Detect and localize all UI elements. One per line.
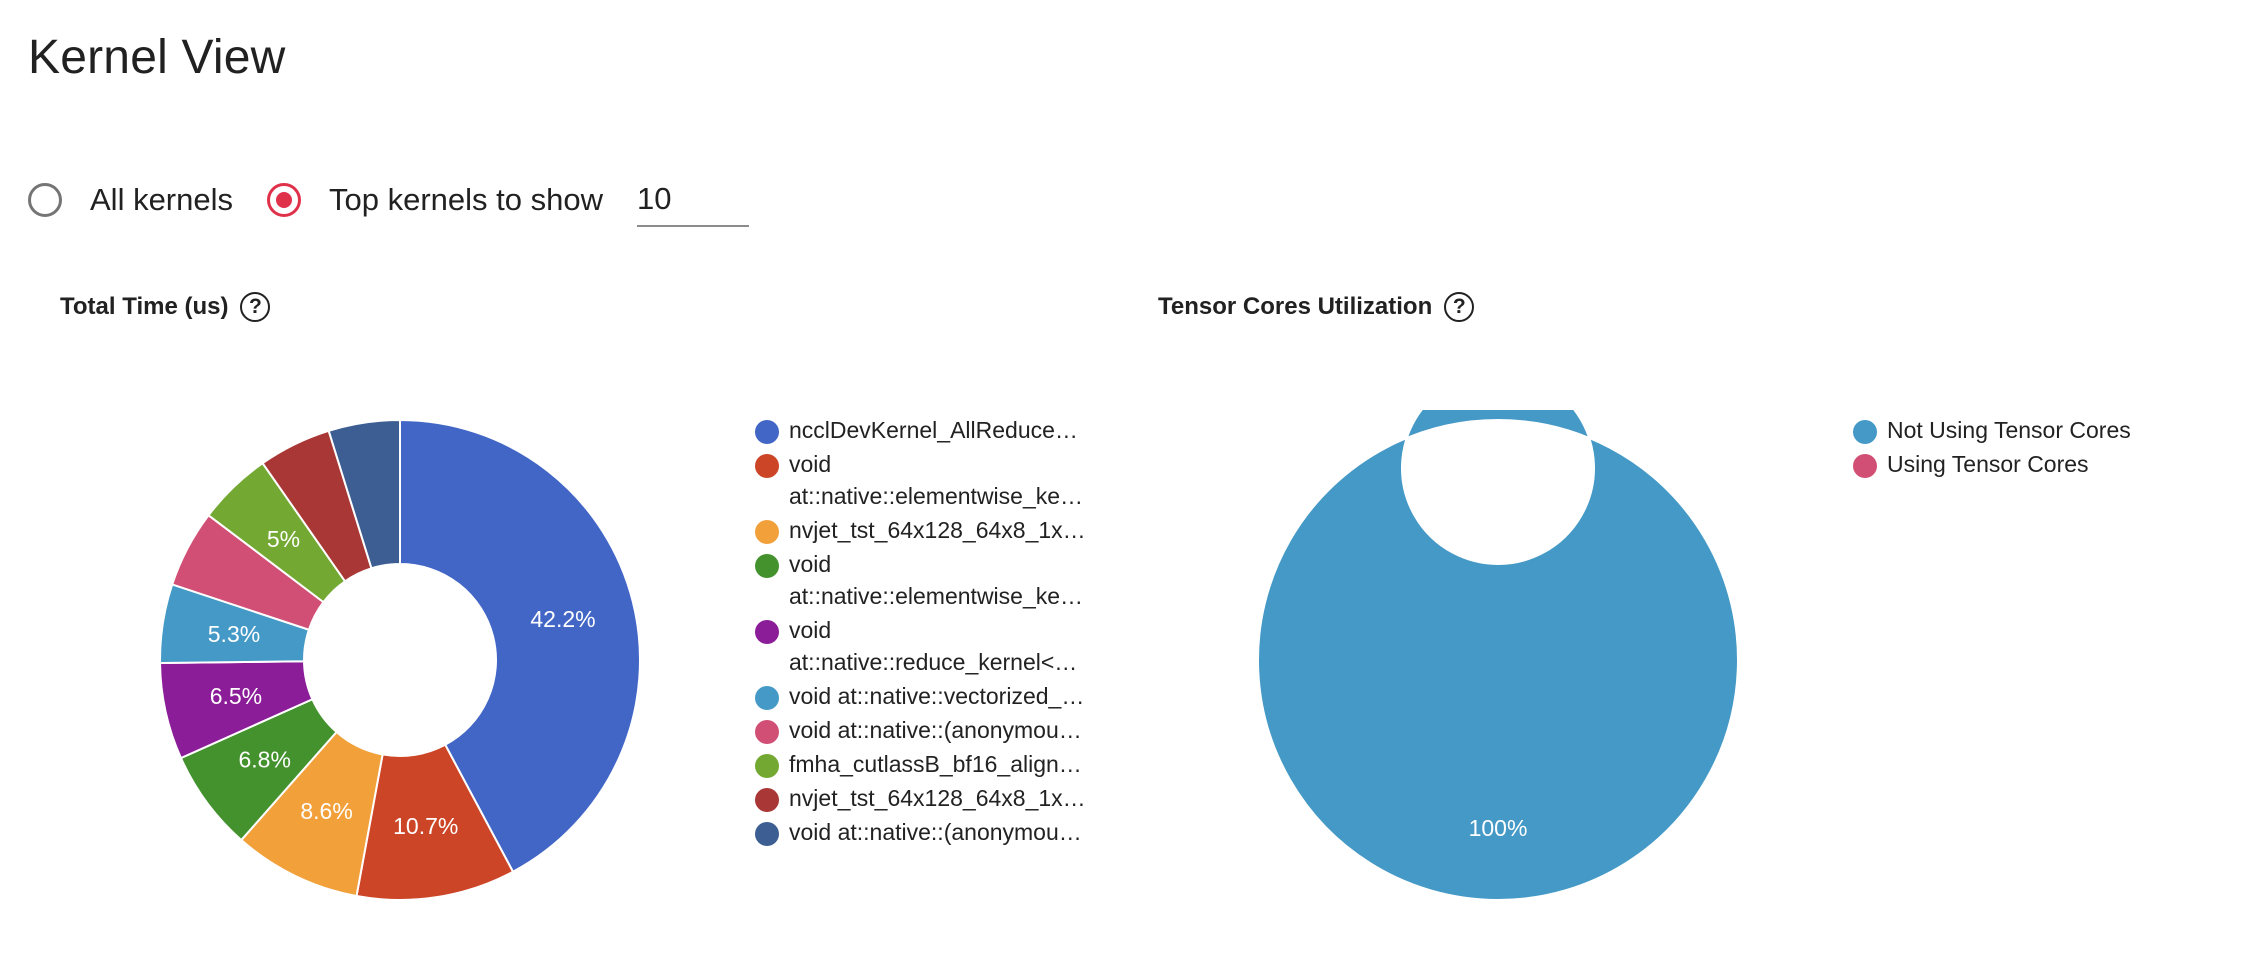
slice-data-label: 5%	[267, 526, 300, 552]
legend-label: Using Tensor Cores	[1887, 451, 2089, 477]
legend-swatch	[755, 454, 779, 478]
legend-item[interactable]: nvjet_tst_64x128_64x8_1x…	[755, 517, 1086, 546]
legend-item[interactable]: void at::native::elementwise_ke…	[755, 451, 1086, 512]
legend-swatch	[755, 554, 779, 578]
legend-item[interactable]: Not Using Tensor Cores	[1853, 417, 2131, 446]
legend-swatch	[1853, 454, 1877, 478]
legend-swatch	[755, 720, 779, 744]
help-glyph: ?	[1452, 295, 1466, 318]
legend-swatch	[755, 520, 779, 544]
legend-swatch	[755, 420, 779, 444]
slice-data-label: 5.3%	[208, 621, 260, 647]
slice-data-label: 6.5%	[210, 683, 262, 709]
legend-item[interactable]: void at::native::elementwise_ke…	[755, 551, 1086, 612]
tensor-cores-legend: Not Using Tensor Cores Using Tensor Cores	[1853, 417, 2131, 486]
top-kernels-radio[interactable]	[267, 183, 301, 217]
tensor-cores-title-text: Tensor Cores Utilization	[1158, 293, 1433, 320]
tensor-cores-chart-title: Tensor Cores Utilization ?	[1158, 292, 1475, 322]
legend-item[interactable]: nvjet_tst_64x128_64x8_1x…	[755, 785, 1086, 814]
total-time-donut-chart: 42.2% 10.7% 8.6% 6.8% 6.5% 5.3% 5%	[159, 418, 641, 901]
legend-swatch	[755, 788, 779, 812]
legend-swatch	[755, 822, 779, 846]
all-kernels-radio-option[interactable]: All kernels	[28, 182, 233, 218]
help-glyph: ?	[249, 295, 262, 318]
total-time-chart-title: Total Time (us) ?	[60, 292, 271, 322]
legend-label: void at::native::elementwise_ke…	[789, 551, 1084, 609]
slice-data-label: 100%	[1469, 815, 1528, 841]
legend-label: nvjet_tst_64x128_64x8_1x…	[789, 785, 1086, 811]
top-kernels-count-input[interactable]	[636, 173, 749, 227]
donut-slice[interactable]	[355, 743, 515, 901]
top-kernels-label: Top kernels to show	[329, 182, 603, 217]
all-kernels-label: All kernels	[90, 182, 233, 217]
legend-item[interactable]: fmha_cutlassB_bf16_align…	[755, 751, 1086, 780]
total-time-legend: ncclDevKernel_AllReduce…void at::native:…	[755, 417, 1086, 854]
legend-swatch	[1853, 420, 1877, 444]
legend-label: void at::native::reduce_kernel<…	[789, 617, 1078, 675]
legend-label: nvjet_tst_64x128_64x8_1x…	[789, 517, 1086, 543]
total-time-title-text: Total Time (us)	[60, 293, 229, 320]
legend-label: void at::native::(anonymou…	[789, 717, 1082, 743]
legend-label: ncclDevKernel_AllReduce…	[789, 417, 1078, 443]
legend-item[interactable]: void at::native::(anonymou…	[755, 819, 1086, 848]
tensor-cores-donut-chart: 100%	[1257, 410, 1739, 901]
donut-slice[interactable]	[1257, 410, 1739, 901]
legend-label: Not Using Tensor Cores	[1887, 417, 2131, 443]
legend-label: fmha_cutlassB_bf16_align…	[789, 751, 1082, 777]
tensor-cores-help-icon[interactable]: ?	[1444, 292, 1475, 322]
legend-item[interactable]: ncclDevKernel_AllReduce…	[755, 417, 1086, 446]
top-kernels-radio-option[interactable]: Top kernels to show	[267, 182, 603, 218]
legend-swatch	[755, 620, 779, 644]
legend-swatch	[755, 754, 779, 778]
legend-label: void at::native::elementwise_ke…	[789, 451, 1084, 509]
page-title: Kernel View	[28, 31, 286, 84]
slice-data-label: 10.7%	[393, 813, 458, 839]
total-time-help-icon[interactable]: ?	[240, 292, 271, 322]
legend-swatch	[755, 686, 779, 710]
slice-data-label: 42.2%	[530, 606, 595, 632]
legend-item[interactable]: void at::native::vectorized_…	[755, 683, 1086, 712]
all-kernels-radio[interactable]	[28, 183, 62, 217]
donut-slice[interactable]	[327, 418, 401, 570]
legend-item[interactable]: void at::native::reduce_kernel<…	[755, 617, 1086, 678]
legend-label: void at::native::(anonymou…	[789, 819, 1082, 845]
legend-label: void at::native::vectorized_…	[789, 683, 1085, 709]
slice-data-label: 8.6%	[300, 798, 352, 824]
donut-slice[interactable]	[399, 418, 641, 874]
slice-data-label: 6.8%	[238, 747, 290, 773]
legend-item[interactable]: void at::native::(anonymou…	[755, 717, 1086, 746]
kernel-filter-controls: All kernels Top kernels to show	[28, 170, 749, 230]
legend-item[interactable]: Using Tensor Cores	[1853, 451, 2131, 480]
